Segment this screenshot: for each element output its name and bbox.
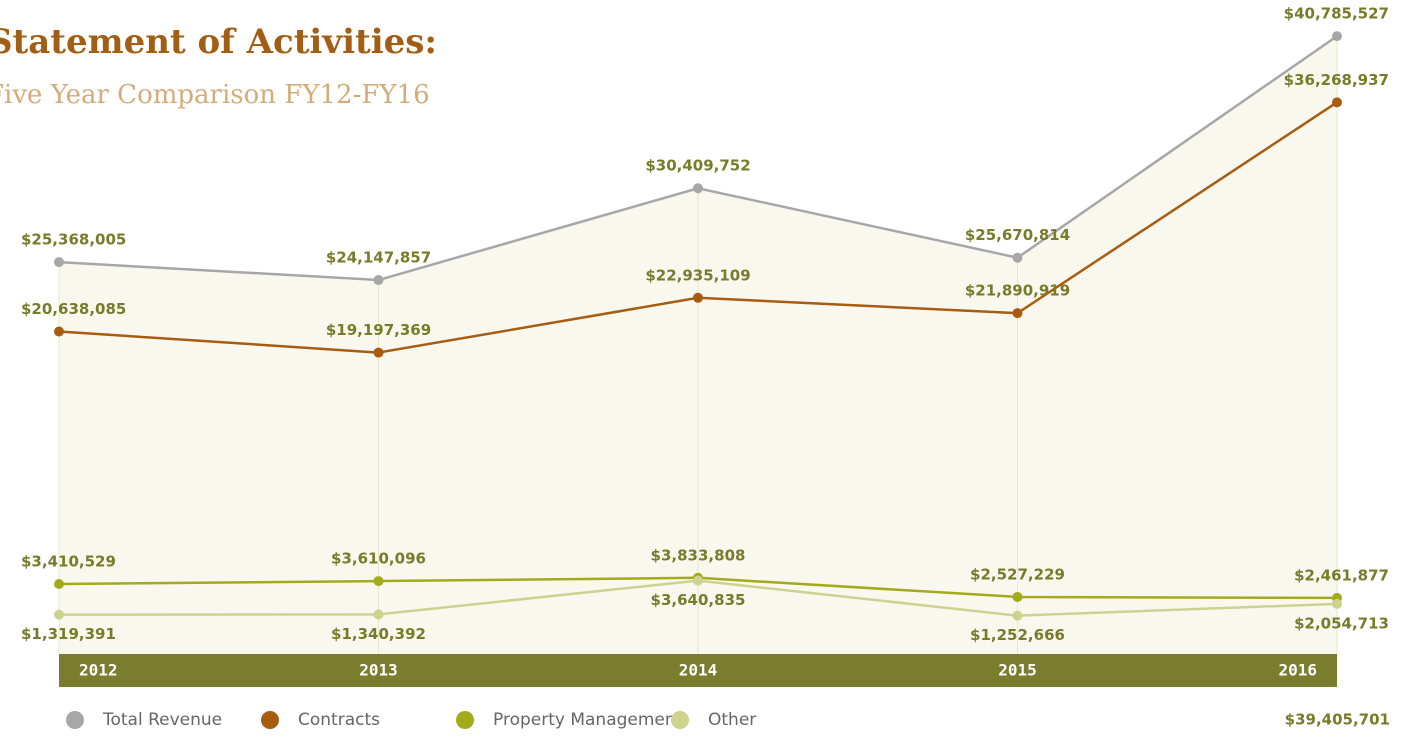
x-tick-label: 2012 <box>79 661 118 680</box>
value-label: $40,785,527 <box>1284 5 1389 23</box>
value-label: $3,610,096 <box>331 550 426 568</box>
legend-marker <box>671 711 689 729</box>
value-label: $25,670,814 <box>965 226 1070 244</box>
point <box>373 275 384 286</box>
x-tick-label: 2013 <box>359 661 398 680</box>
point <box>54 609 64 620</box>
chart-subtitle: Five Year Comparison FY12-FY16 <box>0 80 430 110</box>
x-tick-label: 2016 <box>1278 661 1317 680</box>
point <box>54 579 64 590</box>
point <box>373 347 384 358</box>
point <box>54 257 64 268</box>
point <box>373 576 384 587</box>
value-label: $24,147,857 <box>326 249 431 267</box>
legend-marker <box>261 711 279 729</box>
legend-label: Contracts <box>298 710 380 730</box>
value-label: $20,638,085 <box>21 300 126 318</box>
legend-label: Property Management <box>493 710 683 730</box>
chart-title: Statement of Activities: <box>0 22 437 62</box>
point <box>1012 252 1023 263</box>
value-label: $1,252,666 <box>970 626 1065 644</box>
point <box>693 575 703 586</box>
legend-label: Total Revenue <box>102 710 222 730</box>
point <box>1332 598 1342 609</box>
point <box>1012 591 1023 602</box>
x-tick-label: 2014 <box>679 661 718 680</box>
value-label: $19,197,369 <box>326 321 431 339</box>
value-label: $2,527,229 <box>970 565 1065 583</box>
value-label: $3,833,808 <box>651 546 746 564</box>
point <box>693 292 703 303</box>
value-label: $3,640,835 <box>651 591 746 609</box>
annotation: $39,405,701 <box>1285 711 1390 729</box>
point <box>1012 610 1023 621</box>
value-label: $25,368,005 <box>21 231 126 249</box>
point <box>1332 97 1342 108</box>
value-label: $21,890,919 <box>965 282 1070 300</box>
legend-marker <box>456 711 474 729</box>
legend-marker <box>66 711 84 729</box>
point <box>693 183 703 194</box>
year-band <box>59 654 1337 687</box>
value-label: $36,268,937 <box>1284 71 1389 89</box>
value-label: $22,935,109 <box>645 266 750 284</box>
x-tick-label: 2015 <box>998 661 1037 680</box>
point <box>1332 31 1342 42</box>
value-label: $2,054,713 <box>1294 614 1389 632</box>
point <box>54 326 64 337</box>
point <box>1012 308 1023 319</box>
value-label: $30,409,752 <box>645 157 750 175</box>
value-label: $1,340,392 <box>331 625 426 643</box>
value-label: $2,461,877 <box>1294 566 1389 584</box>
legend-label: Other <box>708 710 756 730</box>
value-label: $1,319,391 <box>21 625 116 643</box>
value-label: $3,410,529 <box>21 553 116 571</box>
point <box>373 609 384 620</box>
